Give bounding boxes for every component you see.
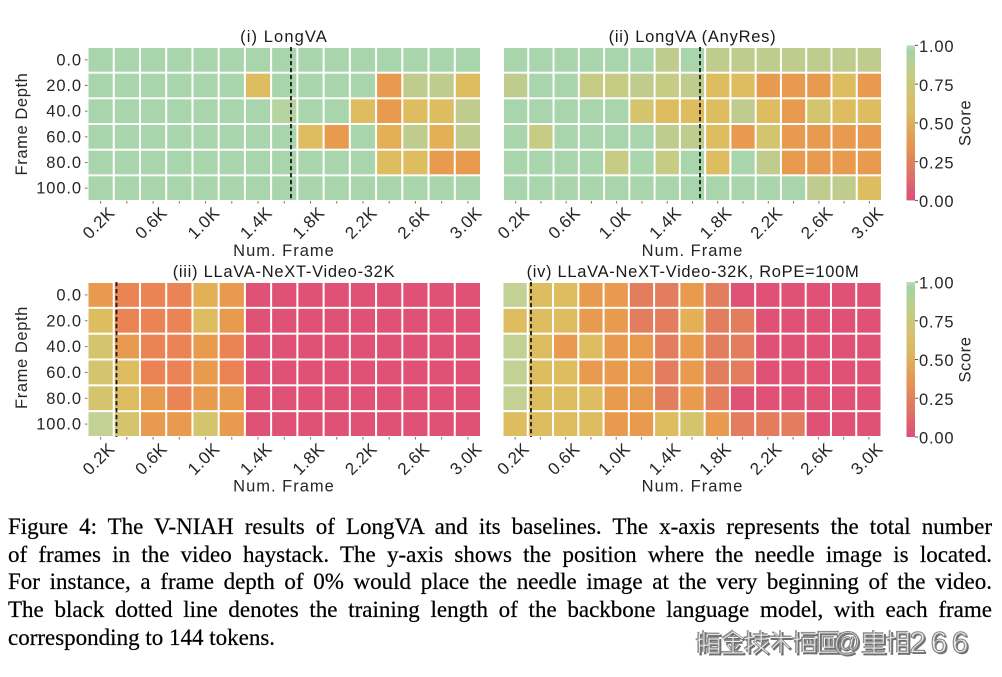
svg-text:2.2K: 2.2K: [341, 203, 381, 243]
svg-text:0.6K: 0.6K: [131, 203, 171, 243]
svg-text:20.0: 20.0: [46, 77, 82, 95]
svg-text:(iv) LLaVA-NeXT-Video-32K, RoP: (iv) LLaVA-NeXT-Video-32K, RoPE=100M: [527, 263, 860, 281]
svg-text:40.0: 40.0: [46, 103, 82, 121]
svg-text:(ii) LongVA (AnyRes): (ii) LongVA (AnyRes): [609, 28, 777, 46]
svg-text:100.0: 100.0: [36, 416, 82, 434]
svg-text:100.0: 100.0: [36, 180, 82, 198]
svg-text:0.6K: 0.6K: [545, 203, 585, 243]
svg-text:3.0K: 3.0K: [446, 439, 486, 479]
svg-text:@: @: [835, 629, 862, 659]
svg-text:Score: Score: [957, 336, 975, 382]
svg-text:(iii) LLaVA-NeXT-Video-32K: (iii) LLaVA-NeXT-Video-32K: [173, 263, 396, 281]
svg-text:1.00: 1.00: [919, 275, 954, 293]
svg-text:Num. Frame: Num. Frame: [642, 478, 744, 496]
svg-text:Frame Depth: Frame Depth: [13, 306, 31, 409]
svg-text:2.2K: 2.2K: [341, 439, 381, 479]
svg-text:0.00: 0.00: [919, 193, 954, 211]
svg-text:1.8K: 1.8K: [696, 439, 736, 479]
svg-text:266: 266: [911, 628, 975, 661]
svg-text:Num. Frame: Num. Frame: [642, 242, 744, 260]
svg-text:2.6K: 2.6K: [797, 439, 837, 479]
svg-text:0.6K: 0.6K: [131, 439, 171, 479]
svg-text:0.2K: 0.2K: [494, 439, 534, 479]
svg-text:0.25: 0.25: [919, 154, 954, 172]
svg-text:0.2K: 0.2K: [494, 203, 534, 243]
svg-text:2.2K: 2.2K: [746, 439, 786, 479]
svg-text:1.4K: 1.4K: [646, 203, 686, 243]
svg-text:0.2K: 0.2K: [79, 203, 119, 243]
svg-text:0.75: 0.75: [919, 77, 954, 95]
svg-text:80.0: 80.0: [46, 390, 82, 408]
svg-text:2.6K: 2.6K: [797, 203, 837, 243]
svg-text:@: @: [833, 627, 860, 657]
svg-text:1.0K: 1.0K: [595, 439, 635, 479]
svg-text:1.8K: 1.8K: [289, 439, 329, 479]
svg-text:20.0: 20.0: [46, 312, 82, 330]
svg-text:80.0: 80.0: [46, 154, 82, 172]
svg-text:1.0K: 1.0K: [595, 203, 635, 243]
svg-text:2.2K: 2.2K: [747, 203, 787, 243]
svg-text:Num. Frame: Num. Frame: [233, 478, 335, 496]
svg-text:0.0: 0.0: [56, 286, 82, 304]
svg-text:1.8K: 1.8K: [696, 203, 736, 243]
svg-text:3.0K: 3.0K: [847, 439, 887, 479]
svg-text:0.25: 0.25: [919, 391, 954, 409]
svg-text:0.50: 0.50: [919, 116, 954, 134]
svg-text:40.0: 40.0: [46, 338, 82, 356]
svg-text:60.0: 60.0: [46, 128, 82, 146]
svg-text:1.4K: 1.4K: [236, 203, 276, 243]
svg-text:0.75: 0.75: [919, 313, 954, 331]
svg-text:1.8K: 1.8K: [289, 203, 329, 243]
svg-text:0.00: 0.00: [919, 430, 954, 448]
svg-text:1.4K: 1.4K: [236, 439, 276, 479]
svg-text:60.0: 60.0: [46, 364, 82, 382]
svg-text:3.0K: 3.0K: [446, 203, 486, 243]
svg-text:1.4K: 1.4K: [645, 439, 685, 479]
svg-text:Score: Score: [957, 100, 975, 146]
svg-text:Num. Frame: Num. Frame: [233, 242, 335, 260]
svg-text:Frame Depth: Frame Depth: [13, 73, 31, 176]
svg-text:266: 266: [909, 626, 973, 659]
svg-text:1.0K: 1.0K: [184, 439, 224, 479]
svg-text:0.6K: 0.6K: [544, 439, 584, 479]
svg-text:0.50: 0.50: [919, 352, 954, 370]
svg-text:0.2K: 0.2K: [79, 439, 119, 479]
svg-text:2.6K: 2.6K: [394, 439, 434, 479]
svg-text:0.0: 0.0: [56, 51, 82, 69]
svg-text:2.6K: 2.6K: [394, 203, 434, 243]
svg-text:1.00: 1.00: [919, 38, 954, 56]
svg-text:(i) LongVA: (i) LongVA: [240, 28, 328, 46]
svg-text:1.0K: 1.0K: [184, 203, 224, 243]
svg-text:3.0K: 3.0K: [848, 203, 888, 243]
